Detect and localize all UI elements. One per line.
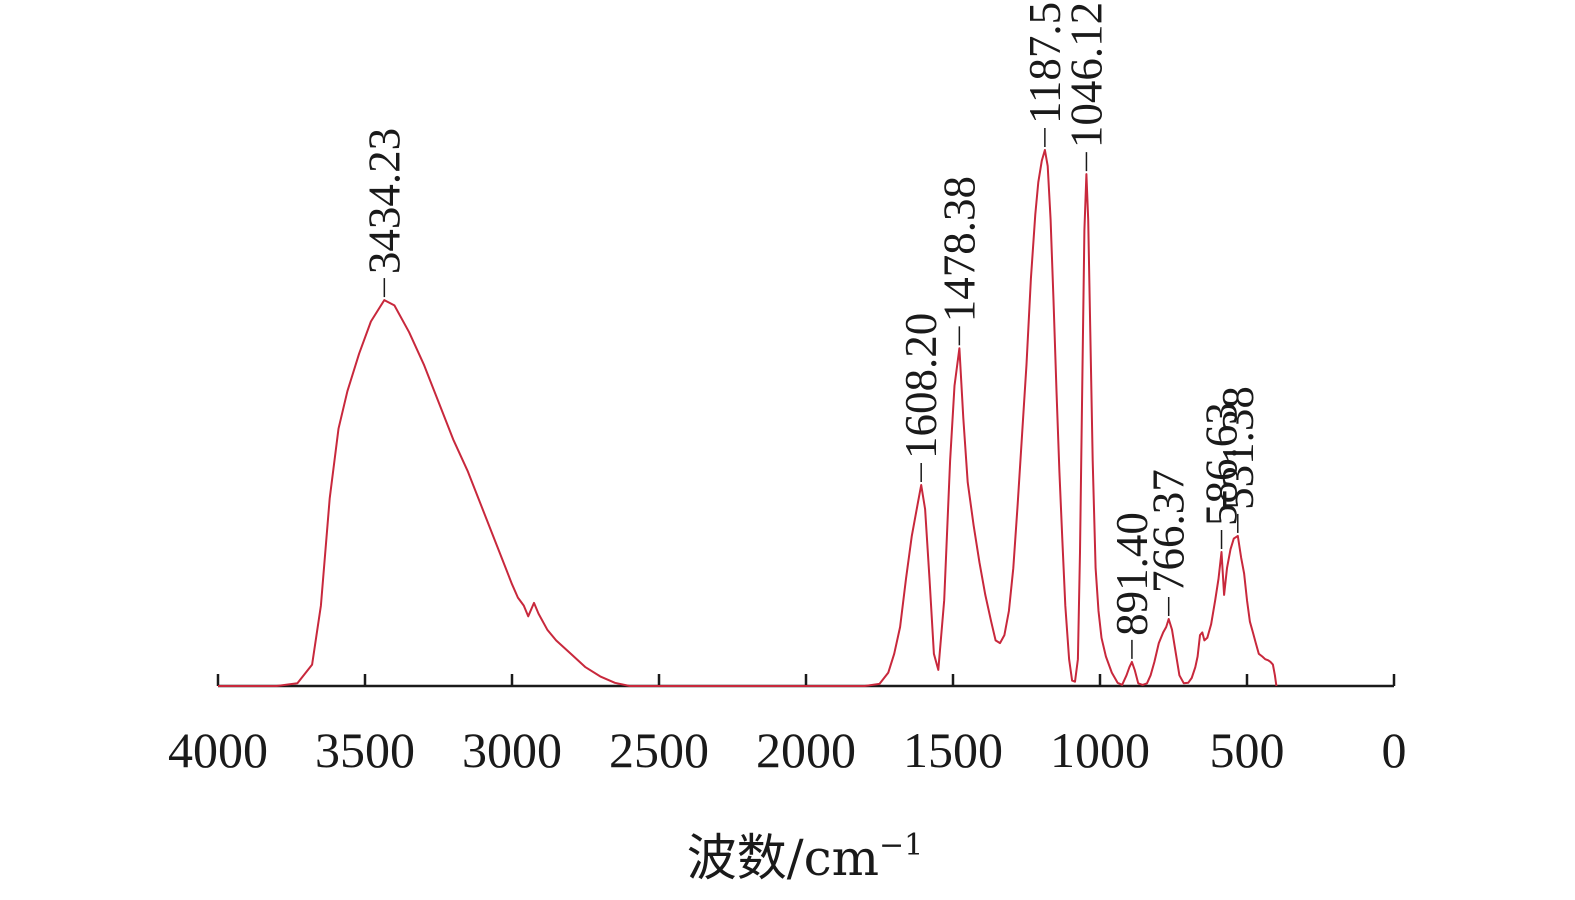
spectrum-line [218, 149, 1278, 687]
peak-label: 3434.23 [359, 128, 409, 274]
x-tick-label: 1000 [1050, 722, 1150, 778]
peak-label: 1608.20 [896, 313, 946, 459]
peak-label: 1478.38 [934, 176, 984, 322]
x-tick-label: 2000 [756, 722, 856, 778]
x-axis: 4000 3500 3000 2500 2000 1500 1000 500 0 [168, 674, 1407, 778]
peak-label: 531.38 [1213, 386, 1263, 510]
peak-label: 1187.52 [1020, 0, 1070, 124]
x-tick-label: 0 [1382, 722, 1407, 778]
x-tick-label: 4000 [168, 722, 268, 778]
spectrum-series [218, 149, 1278, 687]
peak-label: 586.63 [1197, 402, 1247, 526]
x-axis-title: 波数/cm−1 [687, 828, 924, 887]
peak-label: 891.40 [1107, 512, 1157, 636]
x-tick-label: 2500 [609, 722, 709, 778]
x-tick-label: 3500 [315, 722, 415, 778]
x-tick-label: 500 [1210, 722, 1285, 778]
peak-label: 766.37 [1144, 469, 1194, 593]
x-tick-label: 1500 [903, 722, 1003, 778]
peak-label: 1046.12 [1061, 2, 1111, 148]
x-tick-label: 3000 [462, 722, 562, 778]
